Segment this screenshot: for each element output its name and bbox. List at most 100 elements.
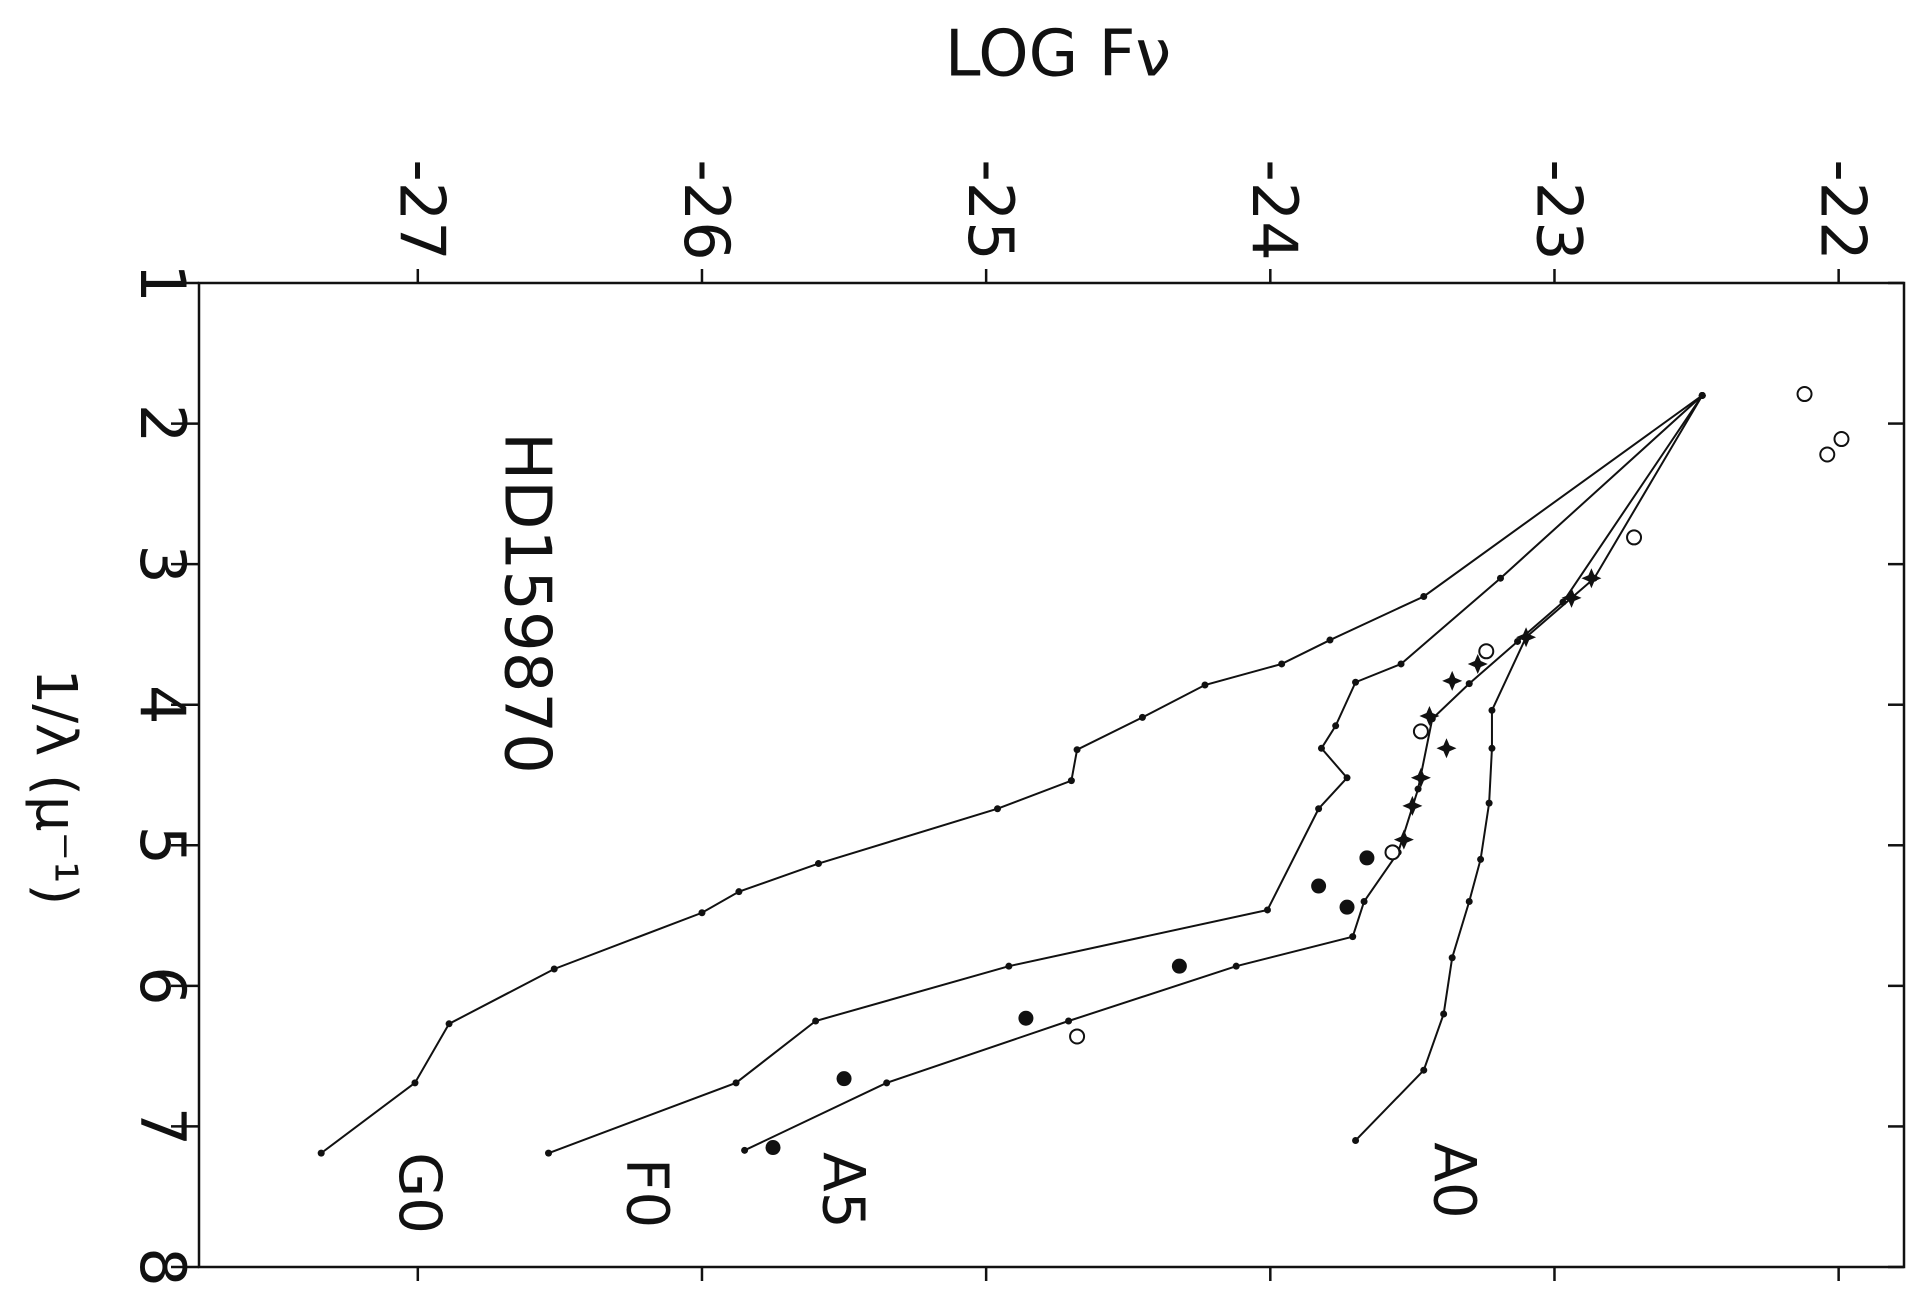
data-point (1440, 1010, 1448, 1018)
data-point (1332, 722, 1340, 730)
data-point (1559, 598, 1567, 606)
data-point (883, 1079, 891, 1087)
plot-frame (197, 281, 1906, 1269)
observed-point (1402, 795, 1423, 816)
observed-point (1626, 529, 1643, 546)
data-point (1352, 1136, 1360, 1144)
observed-point (1410, 767, 1431, 788)
observed-point (836, 1071, 852, 1087)
data-point (411, 1079, 419, 1087)
data-point (1005, 962, 1013, 970)
y-axis-label: LOG Fν (945, 18, 1171, 92)
observed-point (1833, 431, 1850, 448)
y-tick-label: -27 (386, 159, 459, 260)
observed-point (1311, 878, 1327, 894)
data-point (1278, 660, 1286, 668)
data-point (1352, 678, 1360, 686)
data-point (1073, 746, 1081, 754)
data-point (1138, 713, 1146, 721)
observed-point (1359, 850, 1375, 866)
spectrum-line (548, 394, 1703, 1155)
line-label: A5 (809, 1152, 877, 1229)
spectrum-line (744, 394, 1704, 1152)
observed-point (1516, 627, 1537, 648)
data-point (445, 1020, 453, 1028)
data-point (1488, 744, 1496, 752)
spectrum-line (1354, 394, 1704, 1142)
observed-point (1171, 958, 1187, 974)
x-tick-label: 4 (126, 685, 199, 724)
data-point (1360, 898, 1368, 906)
observed-point (1393, 829, 1414, 850)
data-point (1263, 906, 1271, 914)
observed-point (1419, 705, 1440, 726)
observed-point (765, 1140, 781, 1156)
data-point (1420, 1066, 1428, 1074)
data-point (994, 805, 1002, 813)
data-point (1232, 962, 1240, 970)
data-point (317, 1149, 325, 1157)
data-point (1477, 855, 1485, 863)
observed-point (1436, 738, 1457, 759)
x-tick-label: 3 (126, 544, 199, 583)
data-point (1514, 637, 1522, 645)
y-tick-label: -22 (1807, 159, 1880, 260)
observed-point (1478, 643, 1495, 660)
observed-point (1442, 670, 1463, 691)
data-point (1201, 681, 1209, 689)
x-tick-label: 1 (126, 263, 199, 302)
data-point (741, 1146, 749, 1154)
data-point (1420, 592, 1428, 600)
data-point (1067, 777, 1075, 785)
y-tick-label: -26 (670, 159, 743, 260)
data-point (1698, 391, 1706, 399)
data-point (1315, 805, 1323, 813)
data-point (1465, 680, 1473, 688)
data-point (1448, 954, 1456, 962)
data-point (1465, 898, 1473, 906)
observed-point (1339, 899, 1355, 915)
x-tick-label: 2 (126, 404, 199, 443)
observed-point (1467, 653, 1488, 674)
line-label: F0 (613, 1158, 681, 1228)
data-point (545, 1149, 553, 1157)
observed-point (1581, 568, 1602, 589)
x-tick-label: 6 (126, 966, 199, 1005)
data-point (1397, 660, 1405, 668)
data-point (814, 860, 822, 868)
data-point (735, 888, 743, 896)
observed-point (1384, 844, 1401, 861)
data-point (550, 965, 558, 973)
y-tick-label: -25 (954, 159, 1027, 260)
observed-point (1561, 587, 1582, 608)
data-point (1317, 744, 1325, 752)
y-tick-label: -24 (1238, 159, 1311, 260)
data-point (1485, 799, 1493, 807)
data-point (1326, 636, 1334, 644)
observed-point (1796, 386, 1813, 403)
data-point (698, 909, 706, 917)
data-point (1343, 774, 1351, 782)
data-point (732, 1079, 740, 1087)
x-axis-label: 1/λ (μ⁻¹) (23, 669, 88, 906)
x-tick-label: 7 (126, 1107, 199, 1146)
data-point (1065, 1017, 1073, 1025)
chart-title: HD159870 (489, 432, 563, 774)
observed-point (1069, 1028, 1086, 1045)
data-point (1414, 785, 1422, 793)
data-point (1488, 706, 1496, 714)
spectrum-line (320, 394, 1703, 1154)
data-point (812, 1017, 820, 1025)
data-point (1496, 574, 1504, 582)
x-tick-label: 8 (126, 1247, 199, 1286)
observed-point (1018, 1010, 1034, 1026)
x-tick-label: 5 (126, 826, 199, 865)
y-tick-label: -23 (1522, 159, 1595, 260)
line-label: A0 (1420, 1142, 1488, 1219)
observed-point (1412, 723, 1429, 740)
line-label: G0 (386, 1152, 454, 1234)
data-point (1349, 933, 1357, 941)
observed-point (1819, 446, 1836, 463)
